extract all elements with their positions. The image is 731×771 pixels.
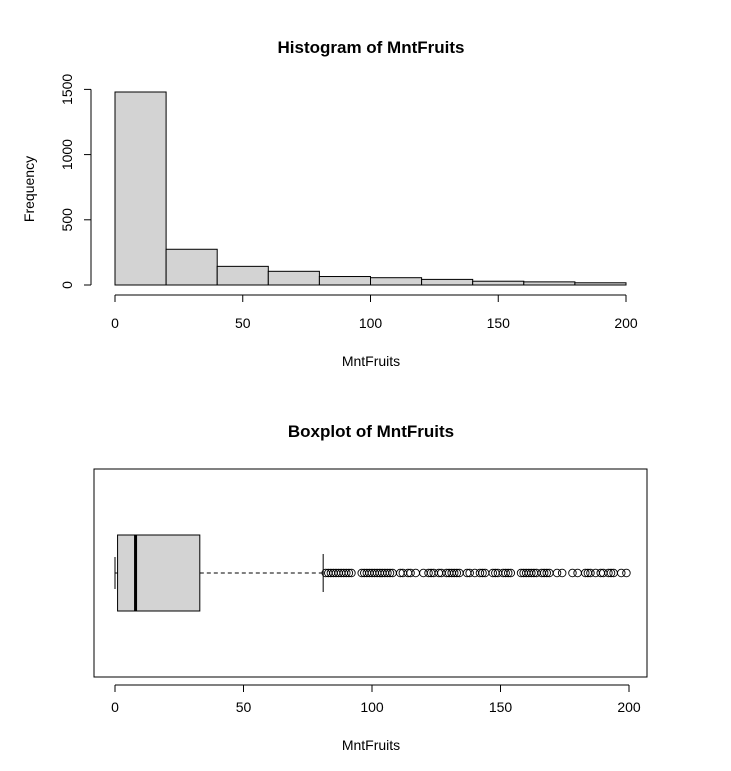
- boxplot-outlier-38: [449, 568, 459, 578]
- boxplot-outlier-62: [539, 568, 549, 578]
- boxplot-outlier-69: [581, 568, 590, 578]
- histogram-x-axis-label: MntFruits: [342, 353, 400, 369]
- boxplot-outlier-53: [506, 568, 516, 578]
- boxplot-outlier-78: [617, 568, 626, 578]
- boxplot-outlier-67: [568, 568, 577, 578]
- histogram-title: Histogram of MntFruits: [278, 38, 465, 57]
- boxplot-outliers: [321, 568, 631, 578]
- boxplot-panel: Boxplot of MntFruits 0 50 100 150 200 MntFru…: [93, 422, 648, 753]
- histogram-bar-5: [370, 277, 423, 286]
- boxplot-outlier-47: [488, 568, 498, 578]
- histogram-bar-1: [165, 248, 218, 286]
- boxplot-x-axis: 0 50 100 150 200: [111, 684, 641, 715]
- histogram-x-tick-label-3: 150: [487, 315, 511, 331]
- histogram-bar-9: [574, 282, 627, 286]
- histogram-y-axis-label: Frequency: [21, 156, 37, 222]
- histogram-x-tick-label-1: 50: [235, 315, 251, 331]
- histogram-y-tick-label-2: 1000: [59, 139, 75, 170]
- boxplot-outlier-52: [503, 568, 513, 578]
- boxplot-outlier-8: [342, 568, 351, 578]
- boxplot-outlier-30: [424, 568, 433, 578]
- boxplot-outlier-10: [347, 568, 356, 578]
- boxplot-outlier-45: [478, 568, 487, 578]
- histogram-panel: Histogram of MntFruits 0 50 100 150 200 0 500…: [21, 38, 638, 369]
- boxplot-outlier-71: [586, 568, 595, 578]
- boxplot-outlier-9: [344, 568, 354, 578]
- histogram-y-tick-label-1: 500: [59, 208, 75, 232]
- boxplot-box: [117, 534, 201, 612]
- boxplot-outlier-65: [552, 568, 562, 578]
- boxplot-outlier-28: [411, 568, 420, 578]
- histogram-y-tick-label-3: 1500: [59, 74, 75, 105]
- boxplot-outlier-44: [475, 568, 485, 578]
- boxplot-x-tick-label-3: 150: [489, 699, 513, 715]
- histogram-bar-4: [318, 276, 371, 286]
- boxplot-x-tick-label-1: 50: [236, 699, 252, 715]
- boxplot-outlier-42: [465, 568, 474, 578]
- boxplot-outlier-79: [622, 568, 631, 578]
- boxplot-outlier-66: [557, 568, 567, 578]
- boxplot-frame: [93, 468, 648, 678]
- histogram-bars: [114, 91, 627, 286]
- histogram-bar-3: [267, 270, 320, 286]
- histogram-x-axis: 0 50 100 150 200: [111, 294, 638, 331]
- boxplot-outlier-21: [383, 568, 392, 578]
- histogram-x-tick-label-0: 0: [111, 315, 119, 331]
- histogram-bar-8: [523, 281, 576, 286]
- boxplot-x-axis-label: MntFruits: [342, 737, 400, 753]
- boxplot-outlier-39: [452, 568, 462, 578]
- histogram-y-tick-label-0: 0: [59, 281, 75, 289]
- boxplot-x-tick-label-0: 0: [111, 699, 119, 715]
- histogram-x-tick-label-4: 200: [614, 315, 638, 331]
- histogram-bar-7: [472, 280, 525, 286]
- boxplot-x-tick-label-2: 100: [360, 699, 384, 715]
- boxplot-outlier-76: [606, 568, 616, 578]
- boxplot-outlier-75: [604, 568, 613, 578]
- histogram-bar-6: [421, 278, 474, 286]
- histogram-bar-0: [114, 91, 167, 286]
- boxplot-outlier-22: [385, 568, 395, 578]
- boxplot-x-tick-label-4: 200: [617, 699, 641, 715]
- histogram-x-tick-label-2: 100: [359, 315, 383, 331]
- boxplot-outlier-51: [501, 568, 510, 578]
- histogram-bar-2: [216, 265, 269, 286]
- boxplot-outlier-68: [573, 568, 582, 578]
- boxplot-outlier-27: [406, 568, 415, 578]
- boxplot-outlier-58: [527, 568, 536, 578]
- histogram-y-axis: 0 500 1000 1500: [59, 74, 92, 289]
- boxplot-title: Boxplot of MntFruits: [288, 422, 454, 441]
- boxplot-elements: [114, 534, 324, 612]
- boxplot-outlier-63: [542, 568, 552, 578]
